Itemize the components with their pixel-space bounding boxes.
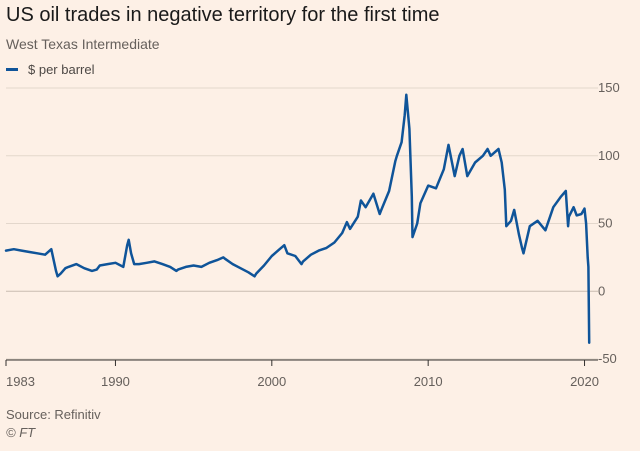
y-tick-label: 50 — [598, 216, 612, 231]
series-line — [4, 93, 591, 344]
x-tick-label: 2000 — [257, 374, 286, 389]
y-tick-label: -50 — [598, 351, 617, 366]
chart-subtitle: West Texas Intermediate — [6, 36, 160, 52]
legend-label: $ per barrel — [28, 62, 95, 77]
x-tick-label: 2010 — [414, 374, 443, 389]
source-note: Source: Refinitiv — [6, 407, 101, 422]
x-tick-label: 1990 — [101, 374, 130, 389]
copyright-note: © FT — [6, 425, 36, 440]
x-tick-label: 2020 — [570, 374, 599, 389]
chart-title: US oil trades in negative territory for … — [6, 4, 440, 26]
legend-swatch — [6, 68, 18, 71]
y-tick-label: 100 — [598, 148, 620, 163]
x-tick-label: 1983 — [6, 374, 35, 389]
y-tick-label: 150 — [598, 80, 620, 95]
y-tick-label: 0 — [598, 283, 605, 298]
legend: $ per barrel — [6, 62, 94, 77]
